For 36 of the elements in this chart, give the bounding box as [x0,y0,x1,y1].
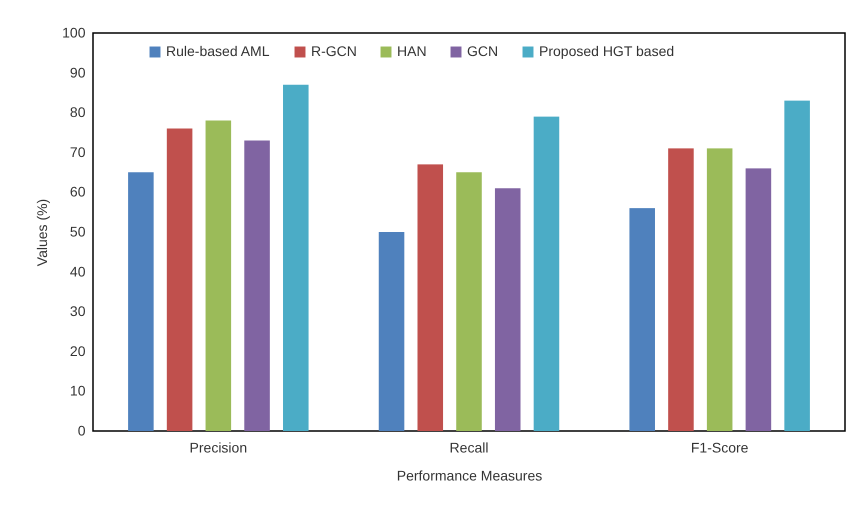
y-tick-label: 0 [78,422,86,438]
y-tick-label: 40 [70,263,86,280]
y-tick-label: 90 [70,64,86,80]
bar [629,208,655,431]
y-tick-label: 60 [70,184,86,200]
legend-label: R-GCN [311,43,357,59]
y-tick-label: 100 [62,24,86,40]
bar [128,172,154,431]
y-tick-label: 30 [70,303,86,320]
bar [244,140,270,431]
bar [494,188,521,431]
legend-label: GCN [467,43,498,59]
bar [706,148,732,431]
y-tick-label: 20 [70,342,86,359]
bar [534,116,560,431]
x-tick-label: Recall [450,440,488,456]
legend-label: Proposed HGT based [539,43,674,59]
y-axis-title: Values (%) [34,198,50,266]
x-tick-label: Precision [190,440,248,456]
legend-label: Rule-based AML [166,43,270,59]
bar [417,164,444,431]
x-axis-title: Performance Measures [396,468,542,484]
y-tick-label: 50 [70,224,86,240]
x-tick-label: F1-Score [690,440,749,456]
y-tick-label: 80 [70,104,86,120]
bar [784,100,810,431]
bar [206,120,232,431]
bar [283,84,309,431]
bar [668,148,694,431]
y-tick-label: 70 [70,144,86,160]
bar [378,232,404,431]
legend-label: HAN [397,43,427,59]
y-tick-label: 10 [70,382,86,399]
bar [456,172,482,431]
bar [166,128,192,431]
bar [746,168,772,431]
